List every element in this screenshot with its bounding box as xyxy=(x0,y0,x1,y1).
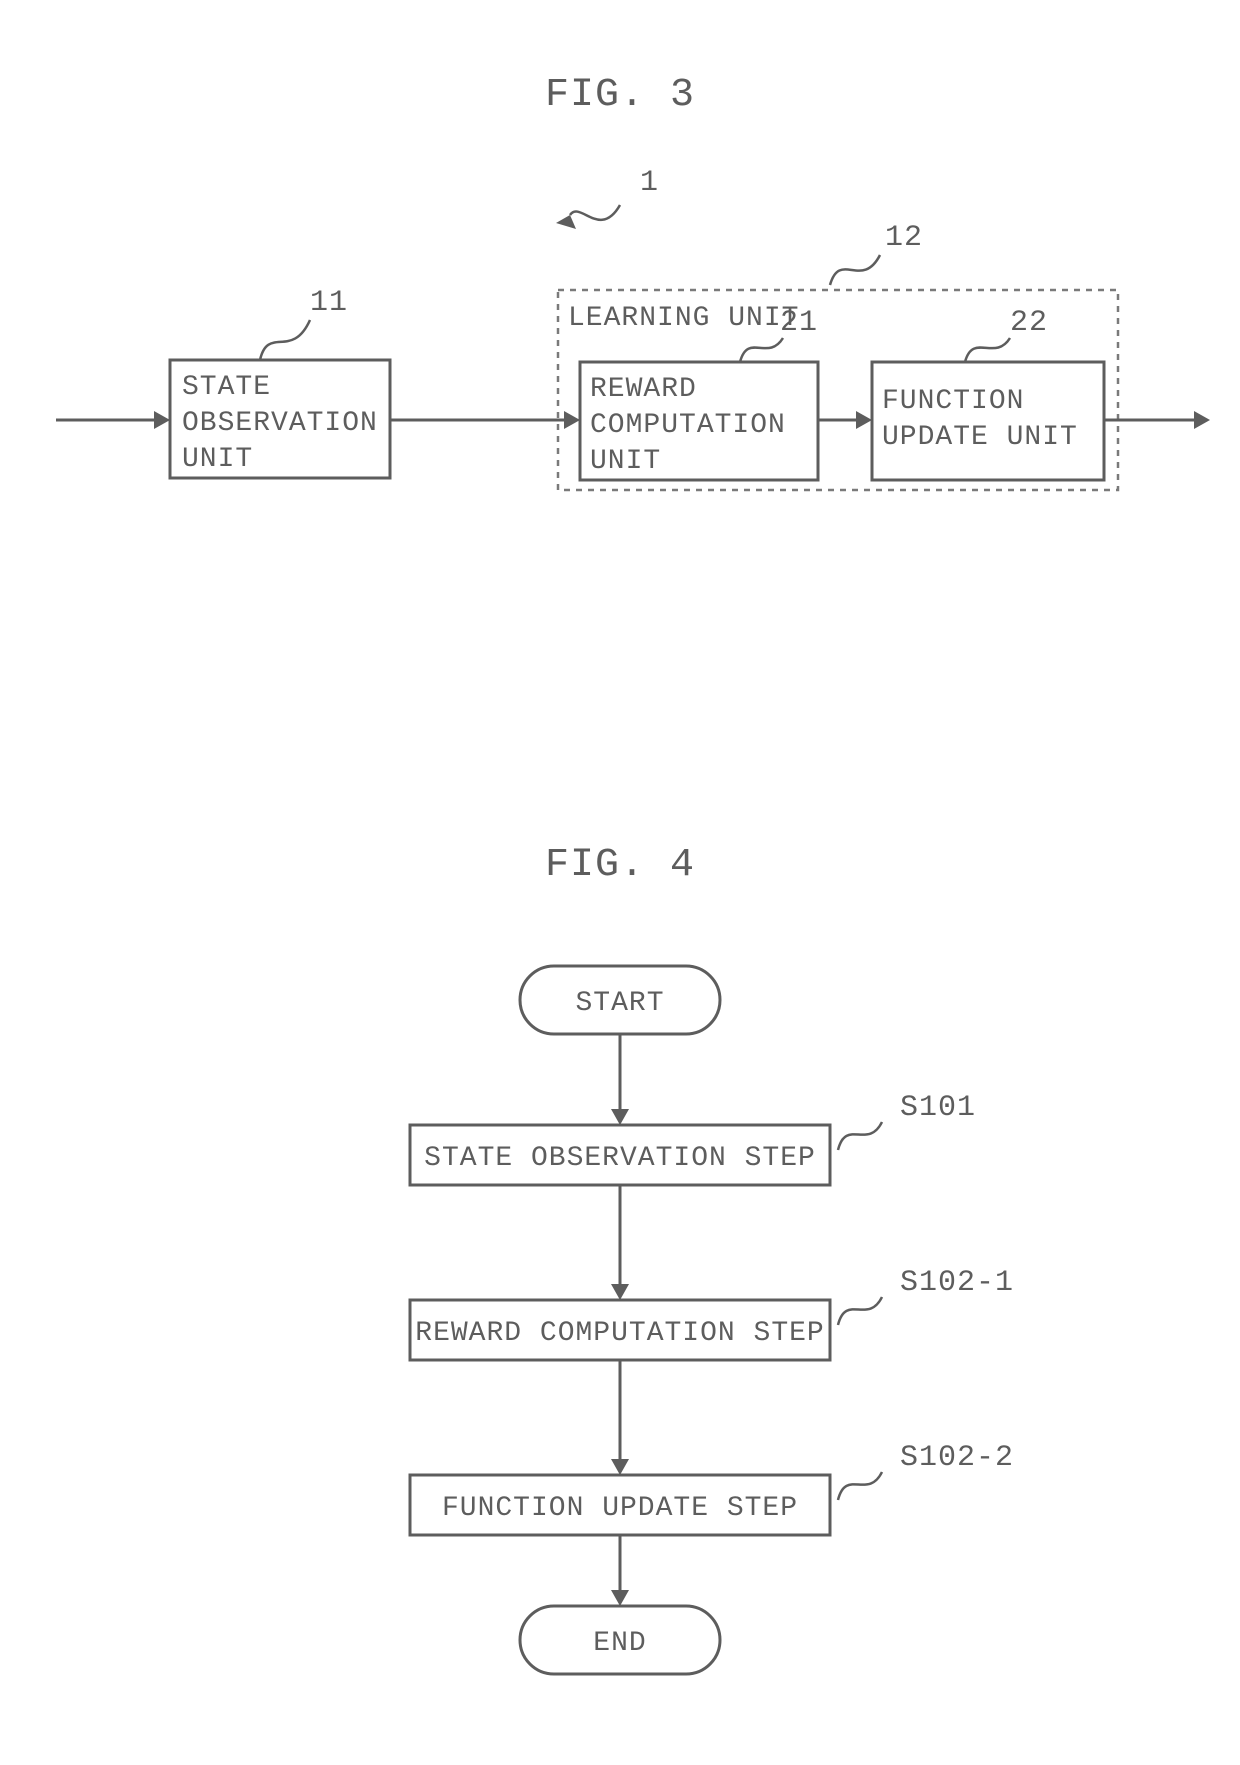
ref-1: 1 xyxy=(640,166,659,200)
ref-squiggle-1 xyxy=(570,205,620,220)
svg-text:UNIT: UNIT xyxy=(182,444,253,475)
step-ref: S102-2 xyxy=(900,1441,1014,1475)
fig4-title: FIG. 4 xyxy=(545,843,695,888)
svg-text:FUNCTION: FUNCTION xyxy=(882,386,1024,417)
ref-squiggle-11 xyxy=(260,320,310,360)
svg-text:STATE: STATE xyxy=(182,372,271,403)
fig3-title: FIG. 3 xyxy=(545,73,695,118)
ref-12: 12 xyxy=(885,221,923,255)
svg-text:OBSERVATION: OBSERVATION xyxy=(182,408,378,439)
ref-squiggle xyxy=(838,1122,882,1150)
ref-11: 11 xyxy=(310,286,348,320)
svg-text:UPDATE UNIT: UPDATE UNIT xyxy=(882,422,1078,453)
learning-unit-label: LEARNING UNIT xyxy=(568,303,799,334)
flow-step-label: STATE OBSERVATION STEP xyxy=(424,1143,816,1174)
ref-squiggle-22 xyxy=(965,338,1010,362)
ref-22: 22 xyxy=(1010,306,1048,340)
ref-squiggle-21 xyxy=(740,338,783,362)
ref-squiggle xyxy=(838,1472,882,1500)
flow-step-label: FUNCTION UPDATE STEP xyxy=(442,1493,798,1524)
svg-text:REWARD: REWARD xyxy=(590,374,697,405)
flow-step-label: REWARD COMPUTATION STEP xyxy=(415,1318,824,1349)
function-update-unit xyxy=(872,362,1104,480)
end-label: END xyxy=(593,1628,646,1659)
start-label: START xyxy=(575,988,664,1019)
step-ref: S102-1 xyxy=(900,1266,1014,1300)
ref-squiggle-12 xyxy=(830,255,880,285)
svg-text:COMPUTATION: COMPUTATION xyxy=(590,410,786,441)
step-ref: S101 xyxy=(900,1091,976,1125)
ref-squiggle xyxy=(838,1297,882,1325)
svg-text:UNIT: UNIT xyxy=(590,446,661,477)
